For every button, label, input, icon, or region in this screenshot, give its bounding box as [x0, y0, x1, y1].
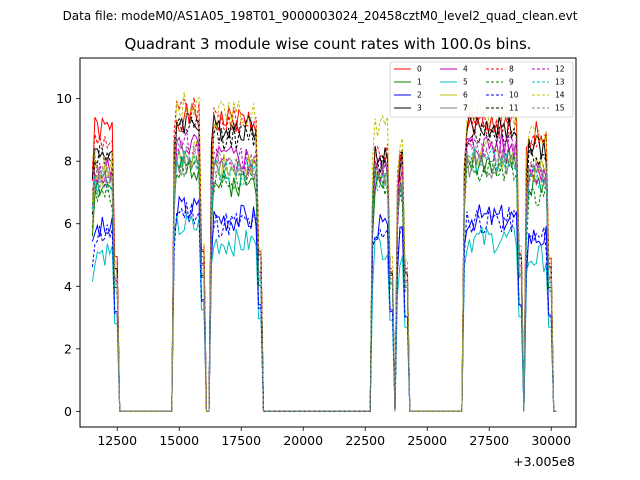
x-tick-label: 17500: [221, 433, 261, 448]
legend-label: 14: [555, 91, 565, 100]
x-tick-label: 22500: [345, 433, 385, 448]
axes-frame: [79, 57, 577, 428]
legend-label: 12: [555, 65, 565, 74]
series-line-15: [91, 138, 557, 412]
series-line-8: [91, 97, 557, 412]
legend-label: 5: [463, 78, 468, 87]
legend-label: 4: [463, 65, 468, 74]
legend-label: 3: [417, 104, 422, 113]
x-tick-label: 30000: [531, 433, 571, 448]
legend-label: 13: [555, 78, 565, 87]
legend-label: 7: [463, 104, 468, 113]
chart-title: Quadrant 3 module wise count rates with …: [124, 35, 531, 53]
x-tick-label: 15000: [159, 433, 199, 448]
legend-label: 9: [509, 78, 514, 87]
x-tick-label: 25000: [407, 433, 447, 448]
y-tick-label: 10: [56, 91, 72, 106]
legend-label: 0: [417, 65, 422, 74]
legend-label: 1: [417, 78, 422, 87]
plot-area: [91, 92, 557, 412]
x-axis: 12500 15000 17500 20000 22500 25000 27500 30000: [97, 427, 571, 448]
y-tick-label: 8: [64, 154, 72, 169]
y-tick-label: 0: [64, 404, 72, 419]
legend-label: 11: [509, 104, 519, 113]
legend-box: [389, 61, 574, 118]
y-tick-label: 2: [64, 341, 72, 356]
series-line-14: [91, 92, 557, 412]
legend-label: 15: [555, 104, 565, 113]
x-tick-label: 20000: [283, 433, 323, 448]
x-tick-label: 27500: [469, 433, 509, 448]
legend-label: 6: [463, 91, 468, 100]
legend-label: 10: [509, 91, 519, 100]
x-offset-label: +3.005e8: [513, 454, 575, 469]
y-tick-label: 6: [64, 216, 72, 231]
legend-label: 8: [509, 65, 514, 74]
x-tick-label: 12500: [97, 433, 137, 448]
y-tick-label: 4: [64, 279, 72, 294]
legend-label: 2: [417, 91, 422, 100]
y-axis: 0 2 4 6 8 10: [56, 91, 80, 419]
figure-suptitle: Data file: modeM0/AS1A05_198T01_90000030…: [63, 9, 578, 23]
